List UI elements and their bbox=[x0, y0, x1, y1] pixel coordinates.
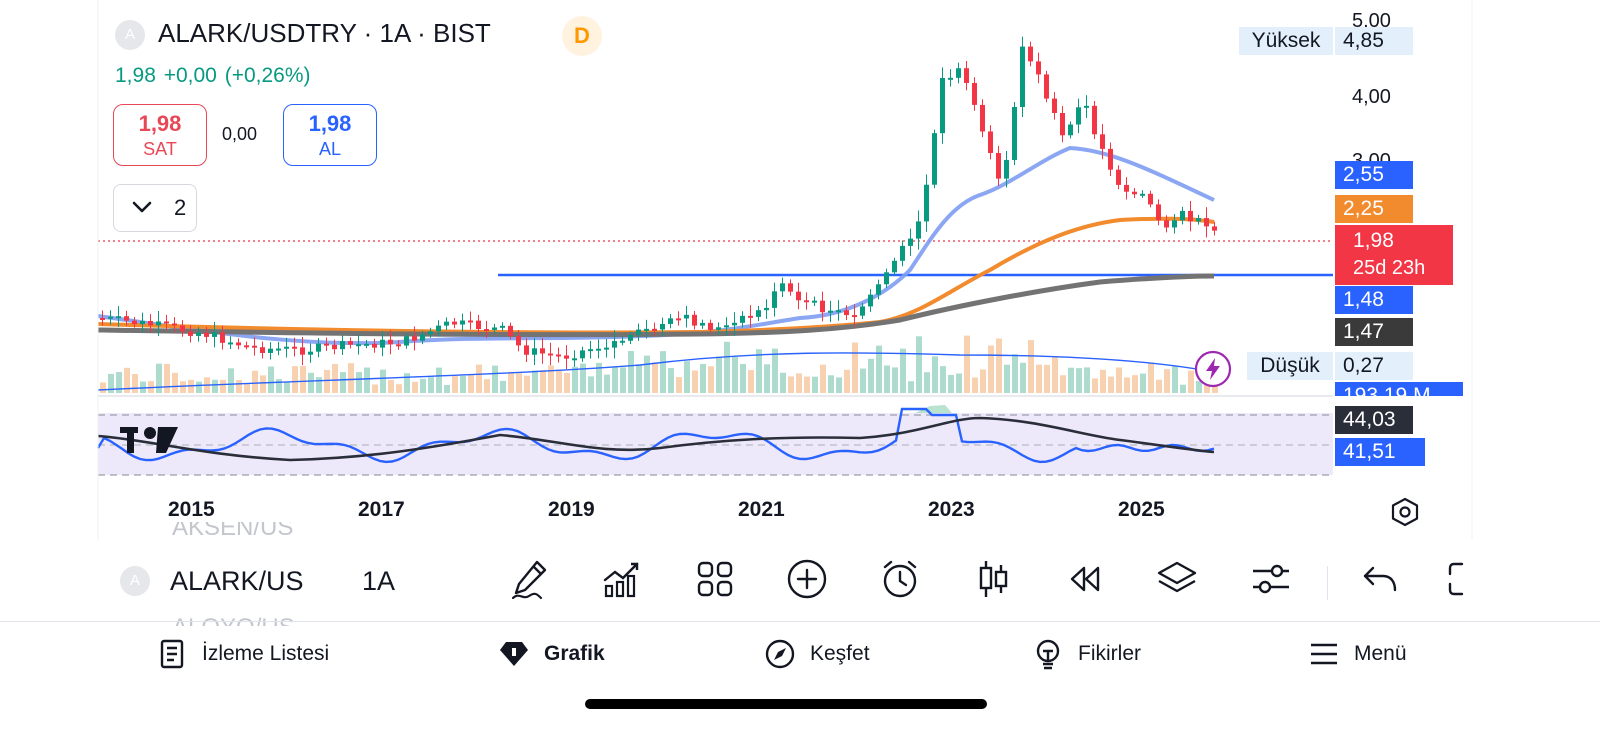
x-tick-2019: 2019 bbox=[548, 498, 595, 521]
lightning-icon[interactable] bbox=[1193, 349, 1233, 389]
tradingview-logo bbox=[120, 427, 178, 453]
ma-gray-label: 1,47 bbox=[1335, 318, 1413, 346]
levels-count: 2 bbox=[174, 195, 187, 220]
delayed-badge[interactable]: D bbox=[562, 16, 602, 56]
ideas-icon bbox=[1036, 639, 1060, 670]
bar-countdown: 25d 23h bbox=[1353, 257, 1426, 279]
x-tick-2025: 2025 bbox=[1118, 498, 1165, 521]
sell-price: 1,98 bbox=[138, 111, 182, 136]
volume-label: 193,19 M bbox=[1335, 382, 1463, 396]
sell-button[interactable]: 1,98 SAT bbox=[113, 104, 207, 166]
pen-icon[interactable] bbox=[507, 556, 553, 602]
menu-icon bbox=[1311, 643, 1337, 665]
x-tick-2023: 2023 bbox=[928, 498, 975, 521]
x-tick-2015: 2015 bbox=[168, 498, 215, 521]
fullscreen-icon[interactable] bbox=[1440, 556, 1472, 602]
last-price-value: 1,98 bbox=[1353, 229, 1394, 252]
nav-chart-label: Grafik bbox=[544, 642, 605, 665]
volume-bars bbox=[97, 335, 1218, 393]
buy-label: AL bbox=[318, 139, 342, 159]
nav-watchlist-label: İzleme Listesi bbox=[202, 642, 330, 665]
next-symbol-ghost: ALOYO/US bbox=[172, 614, 295, 626]
chart-settings-icon[interactable] bbox=[1387, 494, 1423, 530]
high-label: Yüksek bbox=[1239, 27, 1333, 55]
y-tick-4: 4,00 bbox=[1352, 86, 1391, 108]
alarm-icon[interactable] bbox=[877, 556, 923, 602]
low-value: 0,27 bbox=[1335, 352, 1413, 380]
hline-label: 1,48 bbox=[1335, 286, 1413, 314]
settings-icon[interactable] bbox=[1248, 556, 1294, 602]
last-price-label: 1,98 25d 23h bbox=[1335, 225, 1453, 285]
current-price: 1,98 bbox=[115, 64, 156, 87]
prev-symbol-ghost: AKSEN/US bbox=[172, 522, 294, 541]
buy-price: 1,98 bbox=[308, 111, 352, 136]
symbol-title[interactable]: ALARK/USDTRY · 1A · BIST bbox=[158, 18, 491, 48]
nav-ideas-label: Fikirler bbox=[1078, 642, 1141, 665]
toolbar-timeframe[interactable]: 1A bbox=[362, 566, 396, 596]
symbol-avatar: A bbox=[115, 20, 145, 50]
x-tick-2021: 2021 bbox=[738, 498, 785, 521]
chevron-down-icon bbox=[132, 201, 152, 213]
layers-icon[interactable] bbox=[1154, 556, 1200, 602]
nav-menu-label: Menü bbox=[1354, 642, 1407, 665]
nav-explore-label: Keşfet bbox=[810, 642, 870, 665]
levels-toggle[interactable]: 2 bbox=[113, 184, 197, 232]
templates-icon[interactable] bbox=[692, 556, 738, 602]
nav-ideas[interactable]: Fikirler bbox=[1032, 637, 1141, 671]
buy-button[interactable]: 1,98 AL bbox=[283, 104, 377, 166]
nav-chart[interactable]: Grafik bbox=[498, 637, 605, 671]
explore-icon bbox=[765, 639, 795, 669]
moving-averages bbox=[97, 145, 1215, 346]
low-label: Düşük bbox=[1247, 352, 1333, 380]
rsi-ma-label: 44,03 bbox=[1335, 406, 1413, 434]
price-summary: 1,98 +0,00 (+0,26%) bbox=[115, 64, 311, 88]
indicators-icon[interactable] bbox=[599, 556, 645, 602]
add-icon[interactable] bbox=[784, 556, 830, 602]
rsi-band bbox=[98, 413, 1333, 475]
price-change: +0,00 bbox=[163, 64, 217, 87]
y-tick-5: 5,00 bbox=[1352, 10, 1391, 32]
home-indicator bbox=[585, 699, 987, 709]
price-change-percent: (+0,26%) bbox=[224, 64, 311, 87]
price-chart[interactable] bbox=[0, 0, 1600, 540]
ma-blue-label: 2,55 bbox=[1335, 161, 1413, 189]
candles bbox=[100, 36, 1217, 369]
toolbar-symbol[interactable]: ALARK/US bbox=[170, 566, 304, 596]
undo-icon[interactable] bbox=[1357, 556, 1403, 602]
sell-label: SAT bbox=[143, 139, 177, 159]
x-tick-2017: 2017 bbox=[358, 498, 405, 521]
nav-explore[interactable]: Keşfet bbox=[764, 637, 870, 671]
spread-value: 0,00 bbox=[222, 124, 258, 144]
nav-watchlist[interactable]: İzleme Listesi bbox=[156, 637, 329, 671]
rsi-label: 41,51 bbox=[1335, 438, 1425, 466]
rsi-lines bbox=[96, 405, 1215, 464]
watchlist-icon bbox=[160, 639, 184, 669]
high-value: 4,85 bbox=[1335, 27, 1413, 55]
ma-orange-label: 2,25 bbox=[1335, 195, 1413, 223]
bar-type-icon[interactable] bbox=[970, 556, 1016, 602]
nav-menu[interactable]: Menü bbox=[1308, 637, 1407, 671]
replay-icon[interactable] bbox=[1062, 556, 1108, 602]
toolbar-symbol-avatar: A bbox=[120, 566, 150, 596]
chart-icon bbox=[500, 642, 528, 666]
